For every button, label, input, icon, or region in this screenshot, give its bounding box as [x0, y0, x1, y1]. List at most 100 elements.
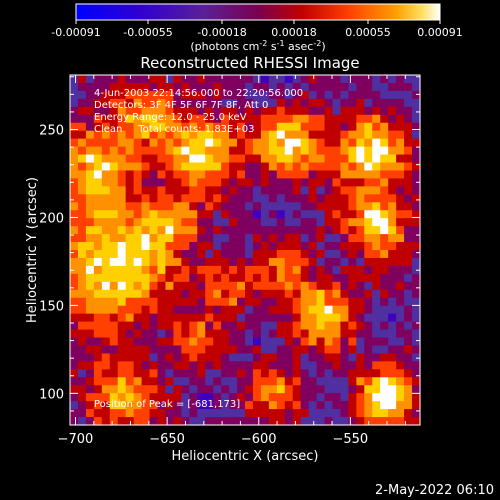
heatmap-cell	[316, 257, 326, 267]
heatmap-cell	[133, 321, 143, 331]
heatmap-cell	[340, 353, 349, 362]
heatmap-cell	[364, 361, 373, 370]
heatmap-cell	[372, 377, 381, 386]
heatmap-cell	[276, 401, 286, 410]
x-tick-label: −600	[241, 432, 277, 447]
heatmap-cell	[316, 250, 326, 259]
heatmap-cell	[380, 337, 389, 347]
heatmap-cell	[260, 218, 270, 227]
heatmap-cell	[300, 345, 310, 354]
heatmap-cell	[372, 273, 381, 283]
heatmap-cell	[308, 369, 318, 378]
heatmap-cell	[308, 218, 318, 227]
heatmap-cell	[404, 162, 413, 172]
heatmap-cell	[348, 297, 357, 307]
heatmap-cell	[388, 234, 397, 243]
heatmap-cell	[117, 297, 127, 307]
heatmap-cell	[85, 130, 95, 140]
heatmap-cell	[133, 377, 143, 386]
heatmap-cell	[229, 90, 238, 100]
heatmap-cell	[308, 186, 318, 195]
heatmap-cell	[70, 226, 79, 235]
heatmap-cell	[77, 162, 87, 172]
heatmap-cell	[205, 170, 214, 179]
heatmap-cell	[268, 385, 278, 394]
heatmap-cell	[189, 369, 198, 378]
heatmap-cell	[372, 154, 381, 164]
heatmap-cell	[189, 178, 198, 187]
heatmap-cell	[85, 289, 95, 299]
heatmap-cell	[213, 305, 222, 315]
heatmap-cell	[292, 122, 302, 132]
heatmap-cell	[292, 186, 302, 195]
heatmap-cell	[332, 75, 342, 84]
heatmap-cell	[85, 162, 95, 172]
heatmap-cell	[300, 178, 310, 187]
heatmap-cell	[364, 242, 373, 251]
heatmap-cell	[77, 202, 87, 211]
heatmap-cell	[284, 98, 294, 108]
heatmap-cell	[101, 106, 111, 116]
heatmap-cell	[412, 313, 421, 323]
heatmap-cell	[213, 377, 222, 386]
heatmap-cell	[245, 226, 254, 235]
heatmap-cell	[396, 242, 405, 251]
heatmap-cell	[189, 82, 198, 92]
heatmap-cell	[229, 361, 238, 370]
heatmap-cell	[404, 289, 413, 299]
heatmap-cell	[396, 257, 405, 267]
heatmap-cell	[189, 377, 198, 386]
heatmap-cell	[252, 162, 262, 172]
heatmap-cell	[340, 154, 349, 164]
heatmap-cell	[388, 186, 397, 195]
heatmap-cell	[221, 194, 230, 203]
heatmap-cell	[324, 218, 334, 227]
heatmap-cell	[141, 265, 151, 275]
heatmap-cell	[125, 226, 135, 235]
heatmap-cell	[284, 321, 294, 331]
heatmap-cell	[324, 114, 334, 124]
heatmap-cell	[173, 281, 182, 291]
heatmap-cell	[213, 401, 222, 410]
heatmap-cell	[149, 369, 159, 378]
heatmap-cell	[364, 289, 373, 299]
heatmap-cell	[300, 329, 310, 339]
heatmap-cell	[157, 329, 167, 339]
heatmap-cell	[388, 202, 397, 211]
heatmap-cell	[93, 234, 103, 243]
heatmap-cell	[101, 178, 111, 187]
heatmap-cell	[205, 345, 214, 354]
heatmap-cell	[77, 321, 87, 331]
heatmap-cell	[396, 329, 405, 339]
heatmap-cell	[109, 122, 119, 132]
heatmap-cell	[221, 146, 230, 156]
heatmap-cell	[404, 409, 413, 418]
heatmap-cell	[308, 170, 318, 179]
heatmap-cell	[213, 210, 222, 219]
heatmap-cell	[276, 154, 286, 164]
heatmap-cell	[324, 122, 334, 132]
heatmap-cell	[101, 321, 111, 331]
heatmap-cell	[388, 242, 397, 251]
heatmap-cell	[308, 281, 318, 291]
heatmap-cell	[165, 114, 174, 124]
heatmap-cell	[372, 186, 381, 195]
heatmap-cell	[356, 146, 365, 156]
colorbar-tick-label: 0.00018	[271, 26, 317, 39]
heatmap-cell	[165, 226, 174, 235]
heatmap-cell	[268, 393, 278, 402]
heatmap-cell	[364, 377, 373, 386]
heatmap-cell	[141, 409, 151, 418]
heatmap-cell	[396, 162, 405, 172]
heatmap-cell	[85, 281, 95, 291]
heatmap-cell	[332, 114, 342, 124]
heatmap-cell	[125, 401, 135, 410]
heatmap-cell	[70, 202, 79, 211]
heatmap-cell	[412, 82, 421, 92]
heatmap-cell	[213, 122, 222, 132]
heatmap-cell	[221, 82, 230, 92]
heatmap-cell	[412, 377, 421, 386]
heatmap-cell	[237, 385, 246, 394]
heatmap-cell	[292, 154, 302, 164]
heatmap-cell	[292, 90, 302, 100]
